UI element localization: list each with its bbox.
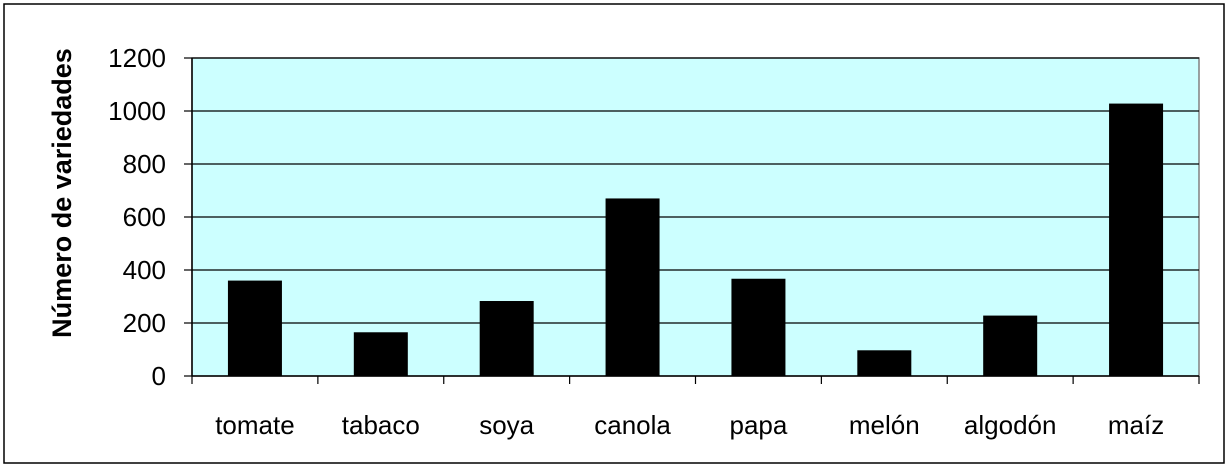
bar-6 bbox=[983, 315, 1038, 376]
y-tick-label: 0 bbox=[152, 361, 166, 391]
x-tick-label: tomate bbox=[215, 410, 295, 440]
y-tick-label: 400 bbox=[123, 255, 166, 285]
y-tick-label: 800 bbox=[123, 149, 166, 179]
bars bbox=[227, 103, 1164, 376]
axes bbox=[184, 57, 1200, 384]
x-tick-label: papa bbox=[730, 410, 788, 440]
x-tick-label: algodón bbox=[964, 410, 1057, 440]
bar-3 bbox=[605, 198, 660, 376]
y-tick-labels: 0 200 400 600 800 1000 1200 bbox=[108, 43, 166, 391]
bar-1 bbox=[353, 332, 408, 376]
x-tick-label: canola bbox=[594, 410, 671, 440]
bar-4 bbox=[731, 278, 786, 376]
x-tick-label: tabaco bbox=[342, 410, 420, 440]
bar-5 bbox=[857, 350, 912, 376]
gridlines bbox=[192, 57, 1199, 324]
x-tick-labels: tomate tabaco soya canola papa melón algodón ma… bbox=[215, 410, 1164, 440]
y-tick-label: 1200 bbox=[108, 43, 166, 73]
x-tick-label: soya bbox=[479, 410, 534, 440]
bar-0 bbox=[227, 280, 282, 376]
y-axis-label: Número de variedades bbox=[47, 48, 77, 338]
x-tick-label: maíz bbox=[1108, 410, 1164, 440]
bar-7 bbox=[1109, 103, 1164, 376]
y-tick-label: 1000 bbox=[108, 96, 166, 126]
y-tick-label: 200 bbox=[123, 308, 166, 338]
bar-2 bbox=[479, 301, 534, 376]
y-tick-label: 600 bbox=[123, 202, 166, 232]
x-tick-label: melón bbox=[849, 410, 920, 440]
